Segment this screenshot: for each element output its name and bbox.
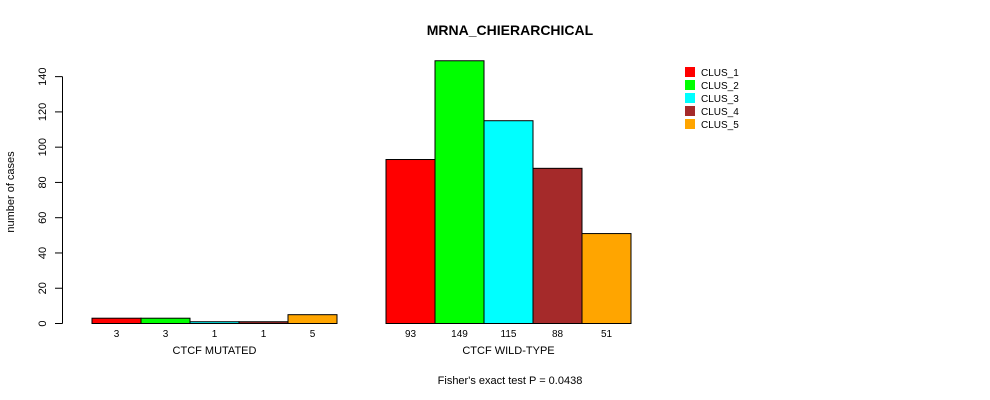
legend-label: CLUS_5 bbox=[701, 120, 739, 131]
bar-value-label: 3 bbox=[163, 329, 169, 340]
legend-swatch-clus-1 bbox=[685, 67, 695, 77]
legend-label: CLUS_1 bbox=[701, 68, 739, 79]
bar-clus-3-wild-type bbox=[483, 120, 534, 325]
bar-clus-5-mutated bbox=[287, 314, 338, 324]
bar-value-label: 1 bbox=[261, 329, 267, 340]
bar-value-label: 1 bbox=[212, 329, 218, 340]
legend-swatch-clus-2 bbox=[685, 80, 695, 90]
bar-clus-3-mutated bbox=[189, 321, 240, 324]
y-axis: 0 20 40 60 80 100 120 140 bbox=[37, 67, 63, 327]
bar-value-label: 51 bbox=[601, 329, 613, 340]
bar-clus-2-wild-type bbox=[434, 60, 485, 324]
bar-value-label: 115 bbox=[501, 329, 517, 340]
y-tick-label: 80 bbox=[37, 176, 49, 188]
bar-value-label: 3 bbox=[114, 329, 120, 340]
bar-clus-5-wild-type bbox=[581, 233, 632, 325]
bar-value-label: 88 bbox=[552, 329, 564, 340]
y-tick-label: 60 bbox=[37, 212, 49, 224]
group-label: CTCF MUTATED bbox=[173, 345, 257, 357]
legend-label: CLUS_4 bbox=[701, 107, 739, 118]
fisher-test-footnote: Fisher's exact test P = 0.0438 bbox=[438, 375, 583, 387]
bar-clus-4-wild-type bbox=[532, 167, 583, 324]
legend-swatch-clus-5 bbox=[685, 119, 695, 129]
bar-clus-2-mutated bbox=[140, 317, 191, 324]
y-tick-label: 20 bbox=[37, 282, 49, 294]
bar-clus-1-mutated bbox=[91, 317, 142, 324]
bar-clus-1-wild-type bbox=[385, 159, 436, 324]
chart-title: MRNA_CHIERARCHICAL bbox=[427, 22, 594, 38]
y-tick-label: 140 bbox=[37, 67, 49, 85]
bar-clus-4-mutated bbox=[238, 321, 289, 324]
bar-value-label: 93 bbox=[405, 329, 417, 340]
legend-swatch-clus-3 bbox=[685, 93, 695, 103]
y-tick-label: 0 bbox=[37, 320, 49, 326]
legend-label: CLUS_2 bbox=[701, 81, 739, 92]
y-tick-label: 40 bbox=[37, 247, 49, 259]
y-axis-label: number of cases bbox=[5, 151, 17, 233]
legend-label: CLUS_3 bbox=[701, 94, 739, 105]
bar-value-label: 149 bbox=[451, 329, 468, 340]
y-tick-label: 100 bbox=[37, 138, 49, 156]
legend-swatch-clus-4 bbox=[685, 106, 695, 116]
group-label: CTCF WILD-TYPE bbox=[462, 345, 554, 357]
legend: CLUS_1 CLUS_2 CLUS_3 CLUS_4 CLUS_5 bbox=[685, 67, 739, 131]
y-tick-label: 120 bbox=[37, 103, 49, 121]
bar-value-label: 5 bbox=[310, 329, 316, 340]
